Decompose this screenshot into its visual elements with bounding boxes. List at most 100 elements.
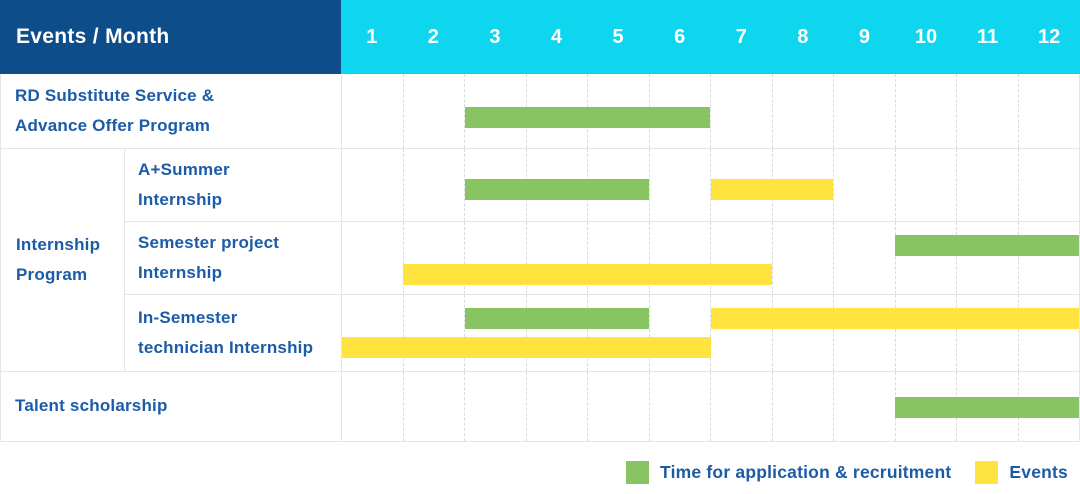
- row-label: RD Substitute Service & Advance Offer Pro…: [1, 74, 341, 148]
- legend-label: Events: [1009, 462, 1068, 482]
- month-cell: [404, 372, 465, 441]
- month-cell: [896, 74, 957, 148]
- row-label-line: Talent scholarship: [15, 396, 168, 416]
- month-cell: [1019, 74, 1080, 148]
- month-cell: [773, 74, 834, 148]
- month-label: 4: [550, 25, 563, 48]
- month-label: 3: [489, 25, 501, 48]
- table-row-rd-substitute-service: RD Substitute Service & Advance Offer Pro…: [1, 74, 1079, 148]
- row-label-line: Internship: [138, 262, 223, 282]
- month-cell: [834, 222, 896, 294]
- month-cell: [465, 295, 527, 371]
- month-cell: [834, 372, 896, 441]
- month-cell: [773, 149, 834, 221]
- header-row: Events / Month 1 2 3 4 5 6 7 8 9 10 11 12: [0, 0, 1080, 74]
- row-chart-area: [341, 149, 1079, 221]
- legend-item-recruitment: Time for application & recruitment: [626, 461, 951, 484]
- month-label: 8: [797, 25, 809, 48]
- month-cell: [773, 372, 834, 441]
- gantt-chart: Events / Month 1 2 3 4 5 6 7 8 9 10 11 12 RD Substi…: [0, 0, 1080, 442]
- recruitment-bar: [464, 107, 711, 128]
- month-cell: [711, 74, 773, 148]
- month-cell: [650, 149, 711, 221]
- month-cell: [957, 74, 1019, 148]
- month-label: 5: [612, 25, 624, 48]
- month-cell: [404, 295, 465, 371]
- month-label: 9: [858, 25, 870, 48]
- group-internship-program: Internship Program A+Summer Internship Semes…: [1, 148, 1079, 371]
- month-label: 7: [735, 25, 747, 48]
- month-header-row: 1 2 3 4 5 6 7 8 9 10 11 12: [341, 0, 1080, 74]
- legend: Time for application & recruitment Events: [0, 441, 1080, 494]
- row-chart-area: [341, 295, 1079, 371]
- row-label-line: RD Substitute Service &: [15, 86, 215, 106]
- month-cell: [773, 222, 834, 294]
- month-label: 6: [674, 25, 686, 48]
- row-label: A+Summer Internship: [125, 149, 341, 221]
- month-cell: [404, 149, 465, 221]
- table-row-in-semester-technician-internship: In-Semester technician Internship: [125, 294, 1079, 371]
- row-label-line: Advance Offer Program: [15, 115, 211, 135]
- event-bar: [403, 264, 772, 285]
- legend-label: Time for application & recruitment: [660, 462, 952, 482]
- recruitment-bar: [464, 308, 650, 329]
- row-label-line: Program: [16, 264, 88, 284]
- recruitment-swatch: [626, 461, 650, 484]
- month-cell: [896, 295, 957, 371]
- month-cell: [342, 372, 404, 441]
- month-cell: [896, 149, 957, 221]
- month-cell: [404, 74, 465, 148]
- month-cell: [650, 222, 711, 294]
- month-cell: [957, 222, 1019, 294]
- table-row-a-plus-summer-internship: A+Summer Internship: [125, 149, 1079, 221]
- event-bar: [710, 179, 834, 200]
- month-cell: [896, 222, 957, 294]
- event-swatch: [975, 461, 999, 484]
- row-label-line: Internship: [16, 235, 101, 255]
- month-cell: [957, 295, 1019, 371]
- month-label: 2: [427, 25, 439, 48]
- month-cell: [465, 372, 527, 441]
- month-cell: [588, 222, 650, 294]
- table-row-semester-project-internship: Semester project Internship: [125, 221, 1079, 294]
- row-label-line: In-Semester: [138, 308, 238, 328]
- header-title: Events / Month: [0, 0, 341, 74]
- row-chart-area: [341, 74, 1079, 148]
- recruitment-bar: [894, 235, 1079, 256]
- month-cell: [527, 222, 588, 294]
- row-label-line: A+Summer: [138, 160, 230, 180]
- month-cell: [711, 372, 773, 441]
- month-cell: [527, 372, 588, 441]
- chart-body: RD Substitute Service & Advance Offer Pro…: [0, 74, 1080, 442]
- month-cell: [711, 222, 773, 294]
- row-label-line: Internship: [138, 189, 223, 209]
- event-bar: [710, 308, 1079, 329]
- month-cell: [1019, 295, 1080, 371]
- month-gridlines: [342, 295, 1079, 371]
- group-label: Internship Program: [1, 149, 125, 371]
- legend-item-event: Events: [975, 461, 1068, 484]
- month-cell: [773, 295, 834, 371]
- month-cell: [650, 74, 711, 148]
- row-label: In-Semester technician Internship: [125, 295, 341, 371]
- month-cell: [342, 295, 404, 371]
- row-label: Talent scholarship: [1, 372, 341, 441]
- month-label: 1: [366, 25, 378, 48]
- month-cell: [527, 295, 588, 371]
- month-cell: [650, 295, 711, 371]
- table-row-talent-scholarship: Talent scholarship: [1, 371, 1079, 441]
- month-label: 12: [1038, 25, 1061, 48]
- month-cell: [1019, 222, 1080, 294]
- month-cell: [465, 222, 527, 294]
- month-gridlines: [342, 222, 1079, 294]
- row-label-line: Semester project: [138, 233, 280, 253]
- month-gridlines: [342, 74, 1079, 148]
- month-cell: [834, 149, 896, 221]
- month-cell: [711, 295, 773, 371]
- month-cell: [650, 372, 711, 441]
- event-bar: [342, 337, 711, 358]
- row-label: Semester project Internship: [125, 222, 341, 294]
- month-label: 10: [914, 25, 938, 48]
- month-cell: [342, 74, 404, 148]
- group-subrows: A+Summer Internship Semester project Intern…: [125, 149, 1079, 371]
